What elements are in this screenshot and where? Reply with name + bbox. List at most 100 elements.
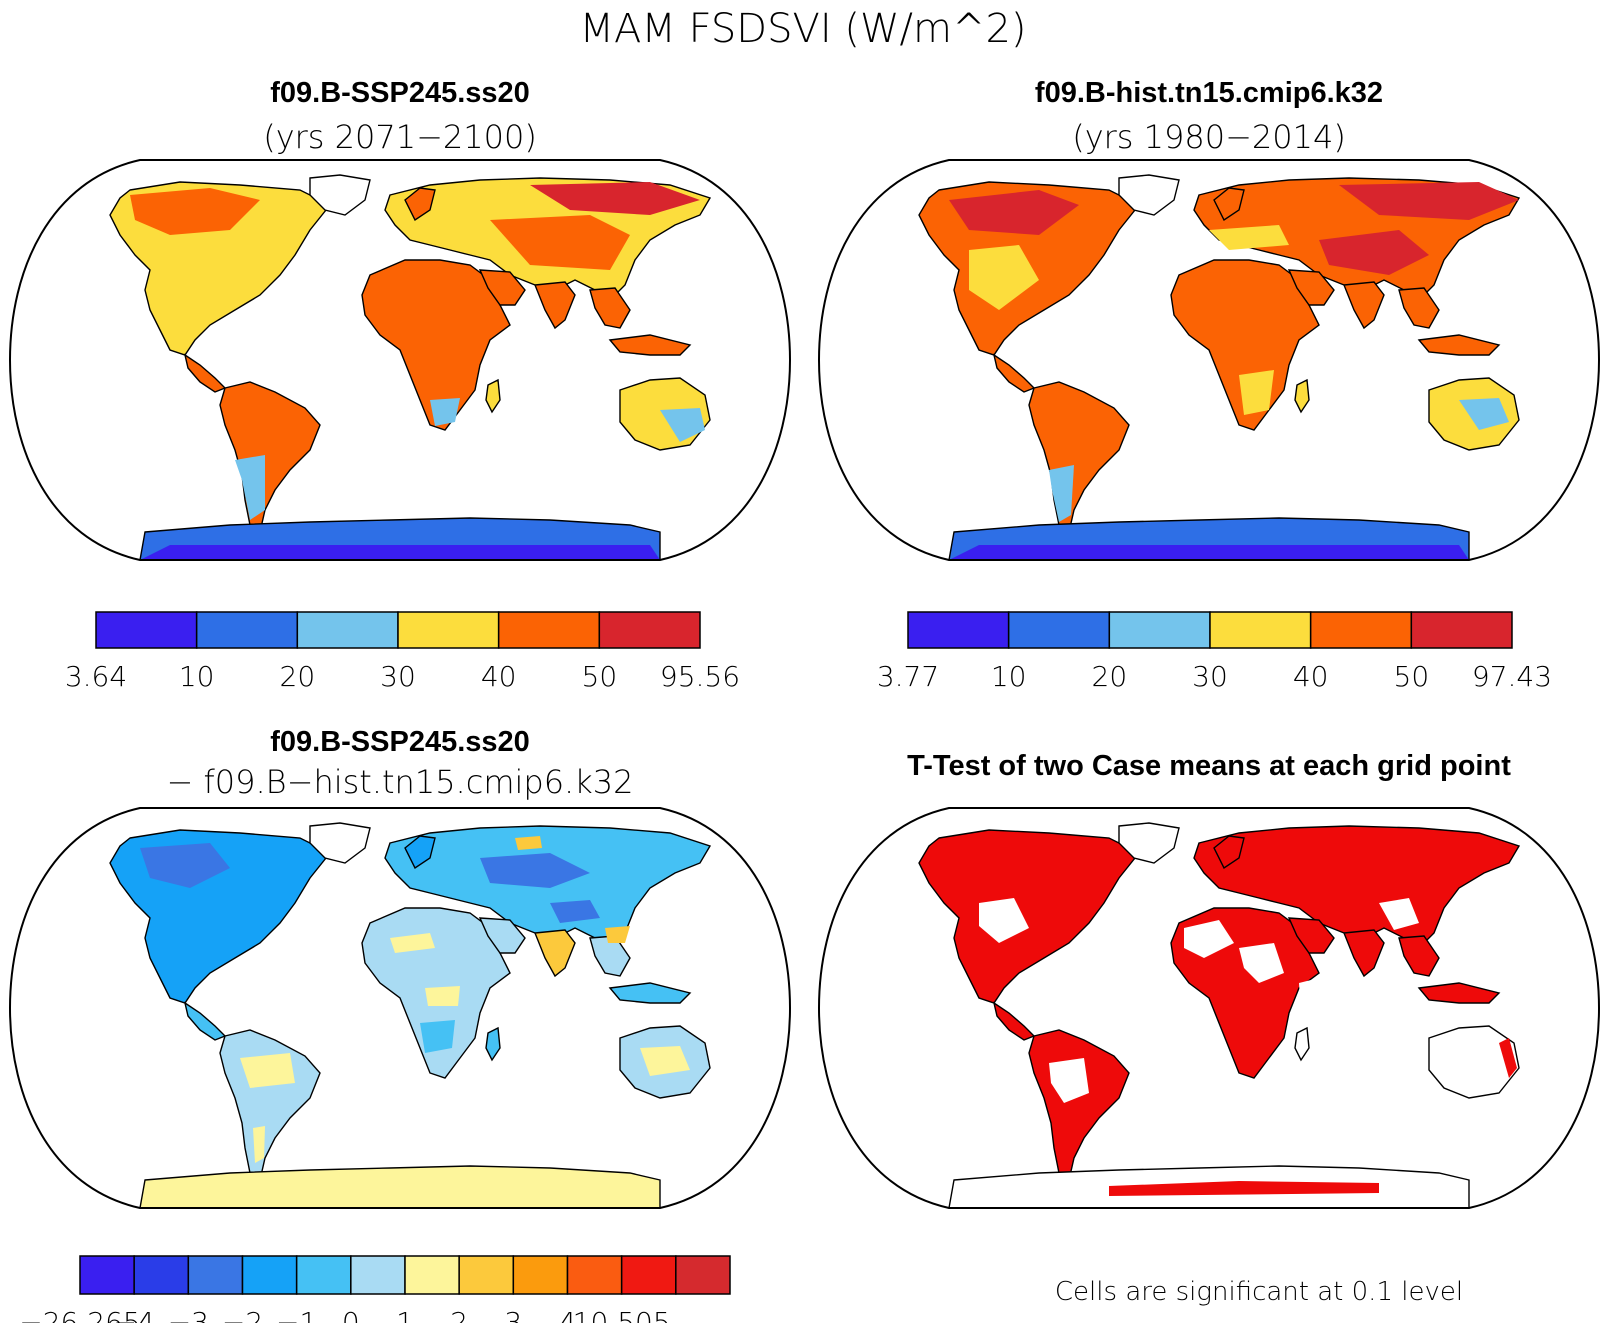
colorbar-swatch [1309,611,1413,649]
globe-outline [8,159,792,561]
land-scandinavia [404,187,436,222]
land-africa [361,259,511,431]
field-patch [1239,943,1284,983]
colorbar-swatch [187,1255,244,1295]
land-centralAmerica [183,353,227,393]
panel-difference: f09.B-SSP245.ss20 − f09.B−hist.tn15.cmip… [8,726,792,1323]
colorbar-tick-label: 20 [1092,660,1128,693]
land-greenland [309,174,371,216]
field-patch [235,455,265,520]
field-patch [1049,1058,1089,1103]
colorbar-swatch [907,611,1010,649]
colorbar-swatch [295,1255,352,1295]
map-ssp245 [8,159,792,561]
colorbar-tick-label: 1 [396,1306,414,1323]
colorbar-tick-label: 97.43 [1472,660,1552,693]
field-patch [969,245,1039,310]
panel-ssp245-subtitle: (yrs 2071−2100) [263,118,537,156]
land-antarctica [139,1165,661,1208]
colorbar-swatch [95,611,198,649]
land-scandinavia [1213,835,1245,870]
panel-ssp245-title: f09.B-SSP245.ss20 [270,77,530,109]
map-hist [817,159,1601,561]
land-greenland [1118,174,1180,216]
field-patch [390,933,435,953]
colorbar-ssp245: 3.64 10 20 30 40 50 95.56 [65,611,740,693]
map-difference [8,807,792,1209]
land-indonesia [608,982,692,1004]
field-patch [979,898,1029,943]
land-india [534,929,576,978]
land-centralAmerica [183,1001,227,1041]
panel-difference-subtitle: − f09.B−hist.tn15.cmip6.k32 [167,763,634,801]
colorbar-tick-label: −26.265 [19,1306,140,1323]
colorbar-swatch [350,1255,406,1295]
land-india [534,281,576,330]
colorbar-tick-label: 3.77 [877,660,939,693]
land-madagascar [1294,1026,1310,1062]
field-patch [1299,978,1319,1013]
colorbar-tick-label: 2 [450,1306,468,1323]
land-madagascar [485,378,501,414]
colorbar-tick-label: 40 [481,660,517,693]
figure-title: MAM FSDSVI (W/m^2) [579,6,1026,52]
colorbar-swatch [1209,611,1312,649]
colorbar-tick-label: 4 [559,1306,577,1323]
panel-hist-title: f09.B-hist.tn15.cmip6.k32 [1035,77,1383,109]
field-patch [1499,1038,1517,1078]
land-indonesia [608,334,692,356]
field-patch [1459,398,1509,430]
colorbar-swatch [1007,611,1111,649]
field-patch [1184,920,1234,958]
field-patch [1109,1181,1379,1196]
land-arabia [478,269,526,306]
colorbar-difference: −26.265−4 −3 −2 −1 0 1 2 3 410.505 [19,1255,731,1323]
field-patch [425,986,460,1006]
land-arabia [1287,269,1335,306]
panel-ttest: T-Test of two Case means at each grid po… [817,750,1601,1307]
field-patch [1209,225,1289,250]
field-patch [130,188,260,235]
land-greenland [1118,822,1180,864]
land-indonesia [1417,982,1501,1004]
colorbar-tick-label: 95.56 [660,660,740,693]
field-patch [605,926,630,943]
colorbar-swatch [79,1255,135,1295]
land-centralAmerica [992,1001,1036,1041]
panel-ssp245: f09.B-SSP245.ss20 (yrs 2071−2100) 3.64 10… [8,77,792,693]
colorbar-swatch [598,611,701,649]
field-patch [640,1046,690,1076]
colorbar-tick-label: 3 [504,1306,522,1323]
field-patch [530,182,700,215]
colorbar-tick-label: 0 [342,1306,360,1323]
field-patch [1239,370,1274,415]
colorbar-tick-label: 10 [991,660,1027,693]
colorbar-swatch [566,1255,623,1295]
colorbar-tick-label: 10.505 [573,1306,671,1323]
land-greenland [309,822,371,864]
colorbar-tick-label: 50 [582,660,618,693]
colorbar-tick-label: 20 [280,660,316,693]
colorbar-swatch [133,1255,190,1295]
field-patch [550,900,600,923]
colorbar-tick-label: 40 [1293,660,1329,693]
colorbar-swatch [296,611,399,649]
field-patch [140,545,660,560]
land-india [1343,281,1385,330]
colorbar-swatch [1108,611,1211,649]
globe-outline [817,807,1601,1209]
colorbar-swatch [241,1255,298,1295]
colorbar-tick-label: 3.64 [65,660,127,693]
land-indonesia [1417,334,1501,356]
field-patch [480,853,590,888]
field-patch [240,1053,295,1088]
significance-note: Cells are significant at 0.1 level [1055,1277,1463,1307]
land-africa [1170,259,1320,431]
land-madagascar [1294,378,1310,414]
field-patch [1049,465,1074,522]
colorbar-swatch [404,1255,460,1295]
colorbar-tick-label: −3 [168,1306,209,1323]
field-patch [430,398,460,426]
colorbar-swatch [512,1255,569,1295]
